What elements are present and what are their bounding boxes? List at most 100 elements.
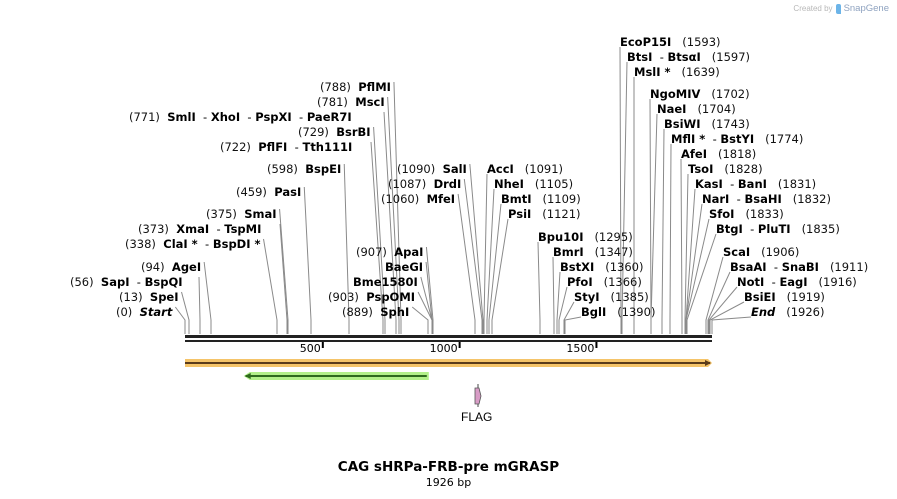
feature-label-flag[interactable]: FLAG: [461, 410, 493, 424]
restriction-site-label[interactable]: (94) AgeI: [141, 260, 201, 274]
enzyme-name: End: [751, 305, 776, 319]
restriction-site-label[interactable]: End (1926): [751, 305, 825, 319]
restriction-site-label[interactable]: (373) XmaI - TspMI: [138, 222, 261, 236]
enzyme-name: BtgI: [716, 222, 743, 236]
enzyme-name: EcoP15I: [620, 35, 672, 49]
leader-line: [457, 193, 476, 334]
enzyme-name: BsiWI: [664, 117, 701, 131]
site-position: (1090): [397, 162, 436, 176]
restriction-site-label[interactable]: BmrI (1347): [553, 245, 633, 259]
restriction-site-label[interactable]: (1087) DrdI: [388, 177, 461, 191]
restriction-site-label[interactable]: SfoI (1833): [709, 207, 784, 221]
enzyme-name: PluTI: [757, 222, 791, 236]
restriction-site-label[interactable]: BglI (1390): [581, 305, 655, 319]
enzyme-name: NaeI: [657, 102, 687, 116]
restriction-site-label[interactable]: (1090) SalI: [397, 162, 467, 176]
site-position: (781): [317, 95, 348, 109]
enzyme-name: BsaAI: [730, 260, 767, 274]
enzyme-name: Start: [139, 305, 173, 319]
restriction-site-label[interactable]: BtsI - BtsαI (1597): [627, 50, 750, 64]
leader-line: [469, 163, 484, 334]
restriction-site-label[interactable]: (13) SpeI: [119, 290, 179, 304]
enzyme-name: NarI: [702, 192, 730, 206]
restriction-site-label[interactable]: MslI * (1639): [634, 65, 720, 79]
flag-feature[interactable]: [474, 387, 482, 405]
restriction-site-label[interactable]: EcoP15I (1593): [620, 35, 721, 49]
leader-line: [711, 316, 752, 334]
restriction-site-label[interactable]: (907) ApaI: [356, 245, 423, 259]
enzyme-name: -: [705, 132, 721, 146]
restriction-site-label[interactable]: (788) PflMI: [320, 80, 391, 94]
site-position: (1833): [745, 207, 784, 221]
enzyme-name: SnaBI: [781, 260, 819, 274]
restriction-site-label[interactable]: NaeI (1704): [657, 102, 736, 116]
site-position: (94): [141, 260, 165, 274]
restriction-site-label[interactable]: StyI (1385): [574, 290, 649, 304]
restriction-site-label[interactable]: ScaI (1906): [723, 245, 799, 259]
enzyme-name: -: [197, 237, 213, 251]
site-position: (903): [328, 290, 359, 304]
restriction-site-label[interactable]: AccI (1091): [487, 162, 563, 176]
restriction-site-label[interactable]: NheI (1105): [494, 177, 573, 191]
restriction-site-label[interactable]: AfeI (1818): [681, 147, 756, 161]
enzyme-name: BstXI: [560, 260, 595, 274]
restriction-site-label[interactable]: (1060) MfeI: [381, 192, 455, 206]
restriction-site-label[interactable]: KasI - BanI (1831): [695, 177, 816, 191]
leader-line: [373, 126, 386, 334]
credit-brand: SnapGene: [843, 3, 889, 14]
enzyme-name: PflFI: [258, 140, 288, 154]
restriction-site-label[interactable]: (459) PasI: [236, 185, 301, 199]
enzyme-name: AgeI: [171, 260, 202, 274]
enzyme-name: SmlI: [167, 110, 196, 124]
enzyme-name: AfeI: [681, 147, 707, 161]
enzyme-name: BmrI: [553, 245, 584, 259]
enzyme-name: PspXI: [255, 110, 292, 124]
restriction-site-label[interactable]: NgoMIV (1702): [650, 87, 750, 101]
restriction-site-label[interactable]: PsiI (1121): [508, 207, 581, 221]
restriction-site-label[interactable]: NarI - BsaHI (1832): [702, 192, 831, 206]
restriction-site-label[interactable]: (903) PspOMI: [328, 290, 415, 304]
site-position: (1743): [711, 117, 750, 131]
restriction-site-label[interactable]: (0) Start: [116, 305, 172, 319]
site-position: (1774): [765, 132, 804, 146]
restriction-site-label[interactable]: PfoI (1366): [567, 275, 642, 289]
enzyme-name: -: [766, 260, 782, 274]
restriction-site-label[interactable]: NotI - EagI (1916): [737, 275, 857, 289]
restriction-site-label[interactable]: (56) SapI - BspQI: [70, 275, 183, 289]
restriction-site-label[interactable]: BmtI (1109): [501, 192, 581, 206]
leader-line: [563, 301, 575, 334]
restriction-site-label[interactable]: BstXI (1360): [560, 260, 643, 274]
restriction-site-label[interactable]: BsiEI (1919): [744, 290, 825, 304]
restriction-site-label[interactable]: TsoI (1828): [688, 162, 763, 176]
enzyme-name: -: [129, 275, 145, 289]
leader-line: [417, 291, 433, 334]
restriction-site-label[interactable]: MflI * - BstYI (1774): [671, 132, 803, 146]
restriction-site-label[interactable]: (338) ClaI * - BspDI *: [125, 237, 261, 251]
site-position: (1091): [524, 162, 564, 176]
restriction-site-label[interactable]: BsiWI (1743): [664, 117, 750, 131]
leader-line: [370, 141, 384, 334]
restriction-site-label[interactable]: (771) SmlI - XhoI - PspXI - PaeR7I: [129, 110, 352, 124]
restriction-site-label[interactable]: (375) SmaI: [206, 207, 277, 221]
restriction-site-label[interactable]: Bpu10I (1295): [538, 230, 633, 244]
site-position: (1828): [724, 162, 763, 176]
site-position: (1347): [594, 245, 633, 259]
site-position: (1906): [761, 245, 800, 259]
enzyme-name: BspDI *: [212, 237, 261, 251]
leader-lines: [174, 46, 752, 334]
restriction-site-label[interactable]: (598) BspEI: [267, 162, 341, 176]
restriction-site-label[interactable]: BtgI - PluTI (1835): [716, 222, 840, 236]
restriction-site-label[interactable]: (889) SphI: [342, 305, 409, 319]
restriction-site-label[interactable]: BaeGI: [385, 260, 423, 274]
restriction-site-label[interactable]: Bme1580I: [353, 275, 418, 289]
sequence-backbone[interactable]: [185, 335, 712, 342]
restriction-site-label[interactable]: (729) BsrBI: [298, 125, 371, 139]
enzyme-name: AccI: [487, 162, 514, 176]
enzyme-name: BglI: [581, 305, 607, 319]
restriction-site-label[interactable]: BsaAI - SnaBI (1911): [730, 260, 868, 274]
restriction-site-label[interactable]: (781) MscI: [317, 95, 385, 109]
restriction-site-label[interactable]: (722) PflFI - Tth111I: [220, 140, 352, 154]
leader-line: [491, 218, 509, 334]
enzyme-name: TsoI: [688, 162, 714, 176]
